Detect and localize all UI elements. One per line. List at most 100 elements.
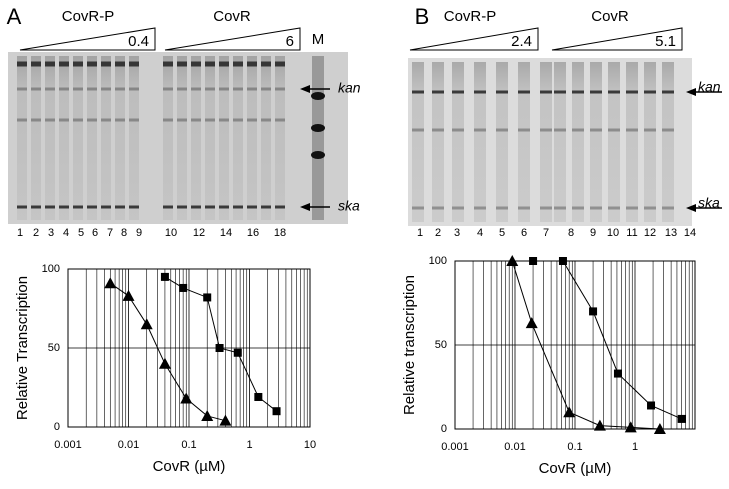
marker-label: M (312, 31, 325, 48)
gel-lane (608, 62, 620, 222)
gel-band (17, 205, 27, 209)
gel-band (17, 87, 27, 91)
gel-band (432, 128, 444, 132)
gel-band (87, 118, 97, 122)
gel-band (261, 205, 271, 209)
gel-band (163, 118, 173, 122)
band-label: ska (338, 198, 360, 214)
x-tick-label: 0.001 (441, 441, 469, 453)
gel-band (219, 87, 229, 91)
gel-band (572, 206, 584, 210)
gel-band (412, 90, 424, 94)
gel-band (59, 87, 69, 91)
square-marker (215, 344, 224, 352)
triangle-marker (506, 255, 519, 266)
gel-lane (17, 56, 27, 220)
gel-band (608, 206, 620, 210)
gel-band (590, 206, 602, 210)
y-tick-label: 50 (435, 339, 447, 351)
x-tick-label: 10 (304, 439, 316, 451)
lane-number: 5 (499, 227, 505, 239)
lane-number: 10 (165, 227, 177, 239)
gel-lane (101, 56, 111, 220)
gel-lane (662, 62, 674, 222)
lane-number: 12 (644, 227, 656, 239)
x-tick-label: 0.1 (181, 439, 196, 451)
gel-lane (191, 56, 201, 220)
gel-band (518, 90, 530, 94)
gel-lane (518, 62, 530, 222)
gel-lane (261, 56, 271, 220)
y-tick-label: 100 (429, 255, 447, 267)
square-marker (529, 257, 538, 265)
group-label: CovR (213, 8, 251, 25)
gel-band (191, 205, 201, 209)
square-marker (589, 307, 598, 316)
gel-band (101, 205, 111, 209)
gel-band (87, 61, 97, 67)
gel-band (626, 128, 638, 132)
gel-band (191, 61, 201, 67)
gel-band (177, 61, 187, 67)
lane-number: 13 (665, 227, 677, 239)
gel-band (275, 118, 285, 122)
gel-band (554, 128, 566, 132)
gel-band (73, 118, 83, 122)
square-marker (254, 392, 263, 401)
gel-lane (87, 56, 97, 220)
gel-band (412, 128, 424, 132)
panel-label: B (415, 4, 430, 29)
max-conc: 5.1 (655, 33, 676, 50)
gel-band (163, 87, 173, 91)
lane-number: 18 (274, 227, 286, 239)
lane-number: 1 (17, 227, 23, 239)
gel-band (662, 206, 674, 210)
max-conc: 2.4 (511, 33, 532, 50)
marker-band (311, 151, 325, 159)
square-marker (272, 407, 281, 416)
gel-band (626, 206, 638, 210)
group-label: CovR-P (444, 8, 497, 25)
gel-lane (247, 56, 257, 220)
gel-band (115, 61, 125, 67)
x-axis-label: CovR (µM) (153, 458, 226, 475)
gel-band (233, 87, 243, 91)
gel-band (496, 206, 508, 210)
gel-band (432, 90, 444, 94)
gel-band (554, 206, 566, 210)
gel-lane (572, 62, 584, 222)
marker-lane (312, 56, 324, 220)
conc-wedge (551, 27, 683, 51)
gel-band (87, 205, 97, 209)
gel-band (115, 205, 125, 209)
band-label: ska (698, 195, 720, 211)
gel-band (590, 90, 602, 94)
lane-number: 7 (107, 227, 113, 239)
max-conc: 0.4 (128, 33, 149, 50)
gel-band (205, 118, 215, 122)
group-label: CovR (591, 8, 629, 25)
gel-lane (59, 56, 69, 220)
gel-band (31, 61, 41, 67)
gel-band (540, 90, 552, 94)
gel-lane (275, 56, 285, 220)
lane-number: 6 (92, 227, 98, 239)
lane-number: 2 (33, 227, 39, 239)
square-marker (203, 293, 212, 302)
gel-band (219, 205, 229, 209)
gel-band (554, 90, 566, 94)
y-tick-label: 50 (48, 342, 60, 354)
x-tick-label: 0.1 (567, 441, 582, 453)
gel-lane (45, 56, 55, 220)
gel-band (177, 87, 187, 91)
gel-band (452, 206, 464, 210)
gel-band (247, 205, 257, 209)
gel-band (31, 118, 41, 122)
gel-band (412, 206, 424, 210)
gel-lane (412, 62, 424, 222)
lane-number: 14 (684, 227, 696, 239)
lane-number: 9 (590, 227, 596, 239)
conc-wedge (19, 27, 156, 51)
gel-band (45, 118, 55, 122)
y-tick-label: 0 (54, 421, 60, 433)
